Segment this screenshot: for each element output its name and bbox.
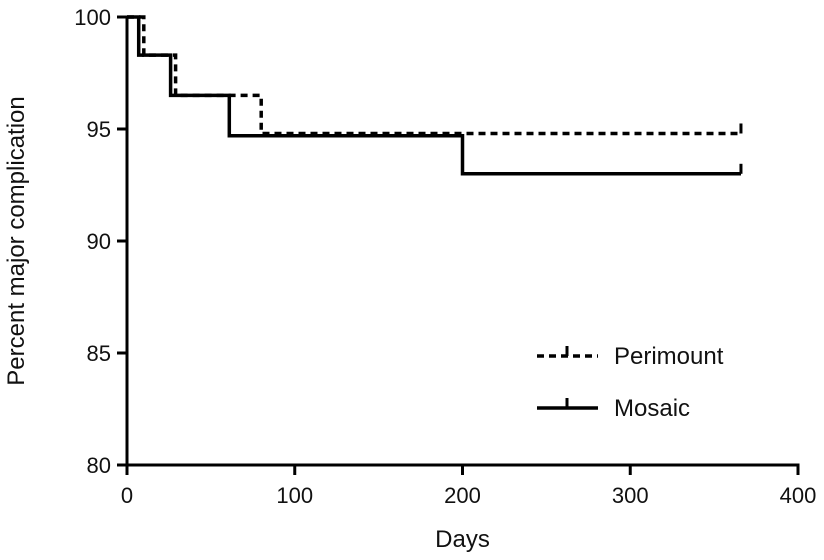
y-tick-label: 100 [74,5,111,30]
y-axis-title: Percent major complication [3,96,30,385]
legend: Perimount Mosaic [537,343,724,422]
x-tick-label: 400 [780,483,817,508]
x-tick-label: 0 [121,483,133,508]
x-tick-label: 200 [444,483,481,508]
axes-layer [125,15,800,467]
legend-item-perimount: Perimount [537,343,724,370]
y-tick-label: 85 [87,341,111,366]
series-line-perimount [127,15,741,136]
x-axis-title: Days [435,526,490,553]
series-line-mosaic [127,15,741,176]
legend-label-perimount: Perimount [614,343,724,370]
y-tick-label: 90 [87,229,111,254]
ticks-layer: 0 100 200 300 400 80 85 90 95 100 [74,5,816,508]
y-tick-label: 95 [87,117,111,142]
y-tick-label: 80 [87,453,111,478]
x-tick-label: 100 [276,483,313,508]
legend-label-mosaic: Mosaic [614,395,690,422]
series-layer [127,15,743,176]
x-tick-label: 300 [612,483,649,508]
legend-item-mosaic: Mosaic [537,395,690,422]
